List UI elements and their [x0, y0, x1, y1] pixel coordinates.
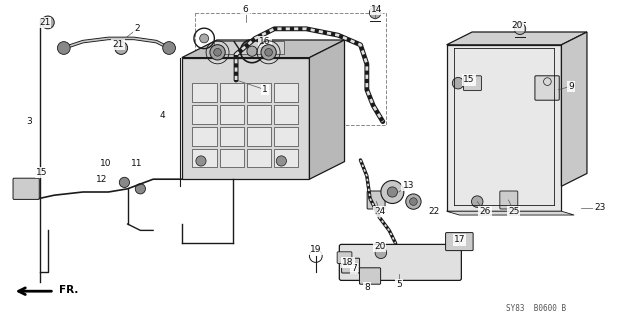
Circle shape: [196, 156, 206, 166]
Text: 24: 24: [374, 207, 385, 216]
Bar: [274, 83, 298, 102]
Circle shape: [163, 42, 175, 54]
Text: FR.: FR.: [59, 284, 78, 295]
Polygon shape: [447, 211, 574, 215]
Text: 23: 23: [594, 204, 605, 212]
Text: 3: 3: [26, 117, 32, 126]
Text: 8: 8: [364, 284, 370, 292]
FancyBboxPatch shape: [535, 76, 560, 100]
Circle shape: [369, 7, 381, 19]
Bar: [214, 41, 284, 53]
Text: 13: 13: [403, 181, 414, 190]
FancyBboxPatch shape: [339, 244, 461, 280]
Text: 6: 6: [242, 5, 249, 14]
Circle shape: [381, 180, 404, 204]
Circle shape: [214, 49, 221, 56]
Polygon shape: [561, 32, 587, 186]
Text: 7: 7: [351, 264, 357, 273]
Bar: [219, 105, 244, 124]
Text: 1: 1: [262, 85, 268, 94]
Text: 25: 25: [508, 207, 519, 216]
Circle shape: [57, 42, 70, 54]
Polygon shape: [182, 58, 309, 179]
Bar: [195, 13, 386, 125]
Circle shape: [200, 34, 209, 43]
Text: 18: 18: [342, 258, 353, 267]
Text: 14: 14: [371, 5, 382, 14]
Text: 16: 16: [259, 37, 271, 46]
Circle shape: [452, 77, 464, 89]
Bar: [274, 105, 298, 124]
Text: SY83  B0600 B: SY83 B0600 B: [506, 304, 566, 313]
FancyBboxPatch shape: [500, 191, 518, 209]
Circle shape: [119, 177, 130, 188]
Text: 15: 15: [36, 168, 47, 177]
Text: 22: 22: [428, 207, 440, 216]
Circle shape: [115, 42, 128, 54]
Bar: [193, 105, 216, 124]
Polygon shape: [309, 40, 345, 179]
FancyBboxPatch shape: [359, 268, 381, 284]
Circle shape: [471, 196, 483, 207]
Text: 2: 2: [135, 24, 140, 33]
Bar: [219, 148, 244, 167]
FancyBboxPatch shape: [341, 258, 360, 273]
FancyBboxPatch shape: [463, 76, 482, 91]
Bar: [193, 127, 216, 146]
Circle shape: [410, 198, 417, 205]
Text: 19: 19: [310, 245, 322, 254]
FancyBboxPatch shape: [445, 233, 473, 251]
Bar: [247, 148, 271, 167]
Circle shape: [375, 247, 387, 259]
Polygon shape: [447, 32, 587, 45]
FancyBboxPatch shape: [367, 191, 385, 209]
FancyBboxPatch shape: [13, 178, 40, 199]
Bar: [274, 148, 298, 167]
Bar: [193, 148, 216, 167]
Circle shape: [247, 46, 257, 56]
Bar: [193, 83, 216, 102]
Circle shape: [261, 45, 276, 60]
Text: 4: 4: [160, 111, 165, 120]
Circle shape: [210, 45, 225, 60]
Circle shape: [276, 156, 286, 166]
Text: 10: 10: [100, 159, 111, 168]
Circle shape: [41, 16, 54, 29]
Circle shape: [265, 49, 272, 56]
Polygon shape: [447, 45, 561, 211]
Text: 26: 26: [479, 207, 491, 216]
Bar: [219, 127, 244, 146]
Text: 20: 20: [374, 242, 385, 251]
Text: 17: 17: [454, 236, 465, 244]
Bar: [247, 105, 271, 124]
Text: 11: 11: [131, 159, 143, 168]
Text: 9: 9: [568, 82, 574, 91]
Text: 21: 21: [39, 18, 50, 27]
Bar: [219, 83, 244, 102]
Circle shape: [406, 194, 421, 209]
Circle shape: [514, 23, 526, 35]
Bar: [247, 83, 271, 102]
Text: 15: 15: [463, 76, 475, 84]
Circle shape: [135, 184, 145, 194]
Bar: [274, 127, 298, 146]
FancyBboxPatch shape: [337, 252, 352, 263]
Polygon shape: [182, 40, 345, 58]
Text: 20: 20: [511, 21, 523, 30]
Text: 12: 12: [96, 175, 108, 184]
Circle shape: [387, 187, 397, 197]
Text: 5: 5: [396, 280, 402, 289]
Bar: [247, 127, 271, 146]
Text: 21: 21: [112, 40, 124, 49]
